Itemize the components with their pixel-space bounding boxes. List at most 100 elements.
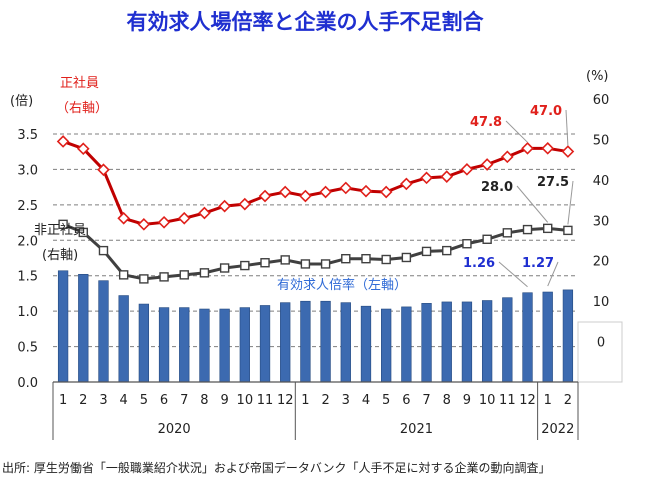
- right-tick-label: 60: [593, 93, 610, 108]
- left-tick-label: 3.5: [17, 128, 38, 143]
- data-point: [118, 270, 129, 280]
- year-label: 2020: [158, 422, 191, 437]
- right-tick-label: 40: [593, 174, 610, 189]
- data-point: [300, 259, 311, 269]
- x-tick-label: 5: [140, 393, 148, 408]
- left-tick-label: 2.5: [17, 199, 38, 214]
- x-tick-label: 9: [463, 393, 471, 408]
- x-tick-label: 7: [422, 393, 430, 408]
- year-label: 2021: [400, 422, 433, 437]
- bar: [522, 292, 533, 383]
- x-tick-label: 12: [519, 393, 536, 408]
- bar: [78, 273, 89, 383]
- data-point: [442, 245, 452, 256]
- data-point: [500, 150, 514, 164]
- left-tick-label: 0.0: [17, 376, 38, 391]
- annotation-leader: [516, 185, 549, 223]
- bar: [138, 303, 150, 383]
- data-point: [521, 141, 534, 155]
- bar: [219, 308, 230, 383]
- data-point: [421, 246, 432, 257]
- annotation-leader: [505, 120, 528, 143]
- data-point: [541, 141, 555, 155]
- annotation-leader: [565, 109, 569, 146]
- x-tick-label: 4: [362, 393, 370, 408]
- x-tick-label: 9: [220, 393, 228, 408]
- x-tick-label: 1: [59, 393, 67, 408]
- data-point: [139, 274, 149, 284]
- data-point: [462, 239, 472, 249]
- data-point: [320, 259, 331, 269]
- data-point: [240, 260, 250, 271]
- bar: [98, 280, 109, 383]
- bar: [441, 301, 452, 383]
- data-point: [522, 224, 533, 235]
- x-tick-label: 1: [301, 393, 309, 408]
- bar: [179, 307, 190, 383]
- year-label: 2022: [541, 422, 574, 437]
- x-tick-label: 2: [321, 393, 329, 408]
- right-tick-label: 0: [597, 336, 605, 351]
- bar: [320, 300, 331, 383]
- bar: [461, 301, 473, 383]
- data-point: [341, 253, 351, 264]
- annotation-leader: [498, 261, 528, 288]
- bar: [360, 305, 372, 383]
- data-point: [563, 225, 573, 236]
- left-tick-label: 1.0: [17, 305, 38, 320]
- left-tick-label: 0.5: [17, 341, 38, 356]
- bar: [542, 291, 553, 383]
- left-tick-label: 3.0: [17, 163, 38, 178]
- right-axis-unit: (%): [586, 69, 609, 84]
- gridlines: [53, 133, 578, 348]
- data-point: [78, 227, 88, 238]
- x-tick-label: 5: [382, 393, 390, 408]
- left-tick-label: 2.0: [17, 234, 38, 249]
- bar: [340, 302, 351, 383]
- bar: [158, 307, 170, 383]
- data-point: [179, 270, 189, 280]
- source-note: 出所: 厚生労働省「一般職業紹介状況」および帝国データバンク「人手不足に対する企…: [2, 461, 551, 475]
- data-point: [440, 170, 454, 183]
- data-point: [543, 223, 553, 234]
- data-point: [98, 245, 109, 256]
- bar: [239, 307, 250, 383]
- data-point: [260, 258, 270, 268]
- bar: [300, 300, 311, 383]
- bar: [57, 270, 69, 383]
- bar: [280, 302, 291, 383]
- right-tick-label: 50: [593, 133, 610, 148]
- annotation-label: 47.0: [530, 104, 562, 119]
- bar: [562, 289, 574, 383]
- chart-title: 有効求人場倍率と企業の人手不足割合: [126, 10, 484, 34]
- data-point: [460, 163, 474, 176]
- x-tick-label: 4: [120, 393, 128, 408]
- data-point: [339, 181, 353, 195]
- right-tick-label: 20: [593, 255, 610, 270]
- annotation-label: 47.8: [470, 115, 502, 130]
- data-point: [400, 177, 413, 191]
- data-point: [319, 185, 332, 199]
- data-point: [258, 189, 272, 203]
- bar-series: [57, 270, 574, 383]
- x-tick-label: 11: [257, 393, 274, 408]
- bar: [421, 303, 432, 383]
- data-point: [280, 255, 290, 265]
- hiseishain-label: 非正社員: [34, 222, 86, 238]
- x-tick-label: 10: [237, 393, 254, 408]
- data-point: [199, 268, 210, 278]
- right-tick-label: 10: [593, 295, 610, 310]
- x-tick-label: 12: [277, 393, 294, 408]
- data-point: [157, 215, 171, 229]
- data-point: [219, 263, 230, 273]
- left-tick-label: 1.5: [17, 270, 38, 285]
- x-tick-label: 11: [499, 393, 516, 408]
- data-point: [238, 197, 252, 211]
- data-point: [480, 158, 494, 171]
- data-point: [420, 171, 433, 185]
- annotation-label: 1.26: [463, 256, 495, 271]
- x-tick-label: 6: [402, 393, 410, 408]
- data-point: [137, 217, 151, 231]
- bar: [259, 305, 271, 383]
